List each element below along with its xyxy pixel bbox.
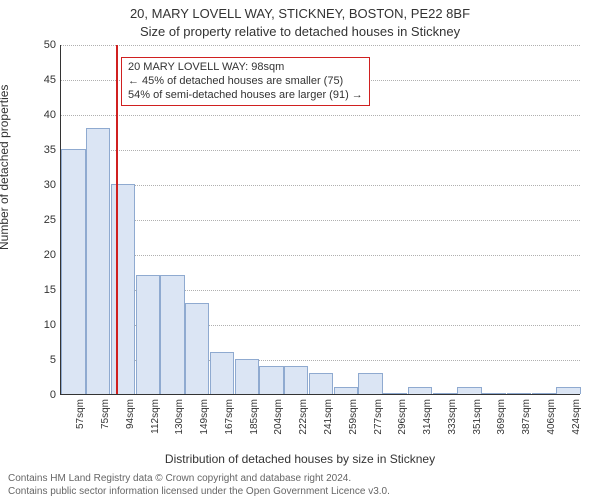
gridline <box>61 45 580 46</box>
x-tick: 75sqm <box>100 399 111 429</box>
gridline <box>61 115 580 116</box>
x-tick: 112sqm <box>150 399 161 434</box>
y-tick: 15 <box>26 284 56 296</box>
y-tick: 40 <box>26 109 56 121</box>
annotation-box: 20 MARY LOVELL WAY: 98sqm← 45% of detach… <box>121 57 370 106</box>
y-tick: 50 <box>26 39 56 51</box>
x-tick: 149sqm <box>199 399 210 435</box>
histogram-bar <box>383 393 407 394</box>
histogram-bar <box>160 275 184 394</box>
footer-line: Contains HM Land Registry data © Crown c… <box>8 473 592 486</box>
gridline <box>61 220 580 221</box>
x-tick: 204sqm <box>273 399 284 435</box>
histogram-bar <box>433 393 457 394</box>
x-tick: 369sqm <box>496 399 507 435</box>
x-tick: 406sqm <box>546 399 557 435</box>
annotation-line: ← 45% of detached houses are smaller (75… <box>128 75 363 89</box>
histogram-bar <box>86 128 110 394</box>
y-axis-label: Number of detached properties <box>0 85 11 250</box>
x-tick: 351sqm <box>472 399 483 435</box>
x-tick: 185sqm <box>249 399 260 435</box>
y-tick: 45 <box>26 74 56 86</box>
annotation-line: 20 MARY LOVELL WAY: 98sqm <box>128 61 363 75</box>
x-tick: 94sqm <box>125 399 136 429</box>
x-tick: 57sqm <box>75 399 86 429</box>
x-tick: 424sqm <box>571 399 582 435</box>
histogram-bar <box>507 393 531 394</box>
histogram-bar <box>556 387 580 394</box>
chart-title: 20, MARY LOVELL WAY, STICKNEY, BOSTON, P… <box>0 6 600 21</box>
histogram-bar <box>210 352 234 394</box>
x-tick: 259sqm <box>348 399 359 435</box>
histogram-bar <box>334 387 358 394</box>
y-tick: 25 <box>26 214 56 226</box>
histogram-bar <box>408 387 432 394</box>
y-tick: 20 <box>26 249 56 261</box>
x-tick: 296sqm <box>397 399 408 435</box>
footer-line: Contains public sector information licen… <box>8 486 592 499</box>
x-tick: 241sqm <box>323 399 334 435</box>
histogram-bar <box>259 366 283 394</box>
marker-line <box>116 45 118 394</box>
gridline <box>61 255 580 256</box>
x-tick: 387sqm <box>521 399 532 435</box>
plot-area: 20 MARY LOVELL WAY: 98sqm← 45% of detach… <box>60 45 580 395</box>
x-tick: 314sqm <box>422 399 433 435</box>
histogram-bar <box>457 387 481 394</box>
x-axis-label: Distribution of detached houses by size … <box>0 452 600 466</box>
histogram-bar <box>185 303 209 394</box>
y-tick: 30 <box>26 179 56 191</box>
histogram-bar <box>532 393 556 394</box>
histogram-bar <box>358 373 382 394</box>
histogram-bar <box>284 366 308 394</box>
histogram-bar <box>235 359 259 394</box>
x-tick: 222sqm <box>298 399 309 435</box>
histogram-bar <box>61 149 85 394</box>
x-tick: 130sqm <box>174 399 185 435</box>
histogram-bar <box>136 275 160 394</box>
x-tick: 333sqm <box>447 399 458 435</box>
chart-subtitle: Size of property relative to detached ho… <box>0 24 600 39</box>
gridline <box>61 150 580 151</box>
attribution-footer: Contains HM Land Registry data © Crown c… <box>8 473 592 498</box>
x-tick: 277sqm <box>373 399 384 435</box>
y-tick: 10 <box>26 319 56 331</box>
histogram-bar <box>111 184 135 394</box>
y-tick: 0 <box>26 389 56 401</box>
histogram-bar <box>482 393 506 394</box>
histogram-bar <box>309 373 333 394</box>
gridline <box>61 185 580 186</box>
y-tick: 5 <box>26 354 56 366</box>
y-tick: 35 <box>26 144 56 156</box>
x-tick: 167sqm <box>224 399 235 435</box>
annotation-line: 54% of semi-detached houses are larger (… <box>128 89 363 103</box>
